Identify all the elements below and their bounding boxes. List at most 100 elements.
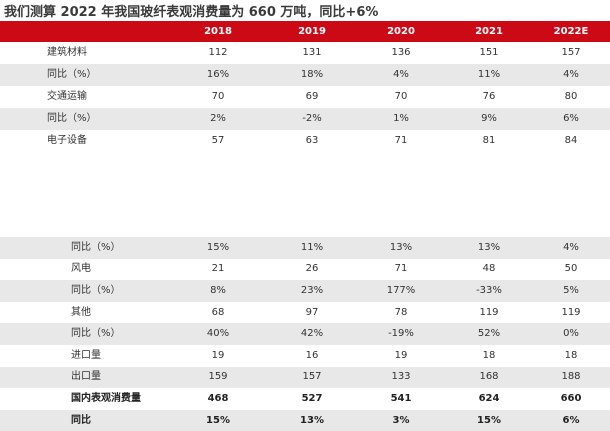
table-cell: 188: [561, 371, 581, 383]
table-cell: 13%: [477, 241, 501, 253]
row-label: 风电: [71, 263, 91, 275]
table-cell: 76: [482, 91, 496, 102]
table-cell: 16%: [206, 69, 230, 80]
table-cell: 23%: [300, 284, 324, 296]
row-label: 进口量: [71, 349, 101, 361]
table-cell: 3%: [392, 414, 410, 426]
header-cell-year: 2022E: [553, 25, 589, 37]
row-label: 同比（%）: [71, 241, 121, 253]
header-row: 2018 2019 2020 2021 2022E: [0, 21, 610, 42]
table-cell: 468: [207, 392, 229, 404]
table-cell: 6%: [563, 113, 579, 124]
header-cell-blank: [0, 21, 168, 42]
table-cell: 18: [564, 349, 578, 361]
table-cell: 84: [564, 135, 578, 146]
table-cell: 81: [482, 135, 496, 146]
table-body-top: 建筑材料 112 131 136 151 157 同比（%） 16% 18% 4…: [0, 42, 610, 152]
table-row: 进口量 19 16 19 18 18: [0, 345, 610, 367]
table-cell: 4%: [563, 241, 579, 253]
table-cell: 527: [301, 392, 323, 404]
table-cell: 50: [564, 263, 578, 275]
table-cell: 4%: [563, 69, 579, 80]
table-cell: 42%: [300, 328, 324, 340]
table-cell: 21: [211, 263, 225, 275]
table-cell: 63: [305, 135, 319, 146]
table-cell: 71: [394, 263, 408, 275]
row-label: 同比: [71, 414, 91, 426]
table-cell: 11%: [477, 69, 501, 80]
table-cell: 112: [208, 47, 228, 58]
table-row: 交通运输 70 69 70 76 80: [0, 86, 610, 108]
row-label: 电子设备: [47, 135, 87, 146]
header-cell-year: 2018: [204, 25, 232, 37]
table-cell: 177%: [386, 284, 416, 296]
table-cell: 97: [305, 306, 319, 318]
table-cell: 80: [564, 91, 578, 102]
table-cell: 131: [302, 47, 322, 58]
table-cell: 13%: [300, 414, 324, 426]
table-cell: 660: [560, 392, 582, 404]
table-cell: 9%: [481, 113, 497, 124]
table-cell: 119: [561, 306, 581, 318]
table-cell: 26: [305, 263, 319, 275]
table-row: 同比（%） 15% 11% 13% 13% 4%: [0, 237, 610, 259]
table-cell: 52%: [477, 328, 501, 340]
table-header: 2018 2019 2020 2021 2022E: [0, 21, 610, 42]
row-label: 交通运输: [47, 91, 87, 102]
table-cell: 70: [211, 91, 225, 102]
table-cell: 78: [394, 306, 408, 318]
table-row: 出口量 159 157 133 168 188: [0, 366, 610, 389]
row-label: 国内表观消费量: [71, 392, 141, 404]
table-cell: -2%: [302, 113, 322, 124]
table-cell: 0%: [563, 328, 579, 340]
table-cell: 157: [302, 371, 322, 383]
table-row: 风电 21 26 71 48 50: [0, 259, 610, 281]
table-cell: 157: [561, 47, 581, 58]
table-row-total-yoy: 同比 15% 13% 3% 15% 6%: [0, 409, 610, 431]
table-row: 同比（%） 40% 42% -19% 52% 0%: [0, 323, 610, 345]
table-cell: 69: [305, 91, 319, 102]
table-cell: 70: [394, 91, 408, 102]
table-cell: 48: [482, 263, 496, 275]
table-cell: 133: [391, 371, 411, 383]
table-cell: 168: [479, 371, 499, 383]
table-cell: -19%: [388, 328, 414, 340]
row-label: 其他: [71, 306, 91, 318]
header-cell-year: 2019: [298, 25, 326, 37]
table-cell: 68: [211, 306, 225, 318]
table-cell: 11%: [300, 241, 324, 253]
table-cell: 18%: [300, 69, 324, 80]
table-cell: 40%: [206, 328, 230, 340]
row-label: 同比（%）: [71, 328, 121, 340]
page-title: 我们测算 2022 年我国玻纤表观消费量为 660 万吨，同比+6%: [4, 5, 379, 20]
table-cell: 16: [305, 349, 319, 361]
header-cell-year: 2021: [475, 25, 503, 37]
table-cell: 6%: [562, 414, 580, 426]
table-cell: 136: [391, 47, 411, 58]
table-body-bottom: 同比（%） 15% 11% 13% 13% 4% 风电 21 26 71 48 …: [0, 237, 610, 431]
row-label: 建筑材料: [47, 47, 87, 58]
header-cell-year: 2020: [387, 25, 415, 37]
row-label: 同比（%）: [47, 69, 97, 80]
row-label: 同比（%）: [47, 113, 97, 124]
table-cell: 15%: [206, 414, 230, 426]
table-row: 建筑材料 112 131 136 151 157: [0, 42, 610, 64]
table-cell: 5%: [563, 284, 579, 296]
table-row: 同比（%） 16% 18% 4% 11% 4%: [0, 64, 610, 86]
table-cell: 624: [478, 392, 500, 404]
row-label: 同比（%）: [71, 284, 121, 296]
table-cell: 18: [482, 349, 496, 361]
table-cell: 2%: [210, 113, 226, 124]
table-cell: 71: [394, 135, 408, 146]
table-cell: 119: [479, 306, 499, 318]
table-cell: 15%: [206, 241, 230, 253]
table-cell: 19: [394, 349, 408, 361]
table-cell: 541: [390, 392, 412, 404]
table-row: 同比（%） 2% -2% 1% 9% 6%: [0, 108, 610, 130]
table-cell: 13%: [389, 241, 413, 253]
table-cell: 159: [208, 371, 228, 383]
table-row: 电子设备 57 63 71 81 84: [0, 130, 610, 152]
row-label: 出口量: [71, 371, 101, 383]
table-cell: 1%: [393, 113, 409, 124]
table-cell: 4%: [393, 69, 409, 80]
